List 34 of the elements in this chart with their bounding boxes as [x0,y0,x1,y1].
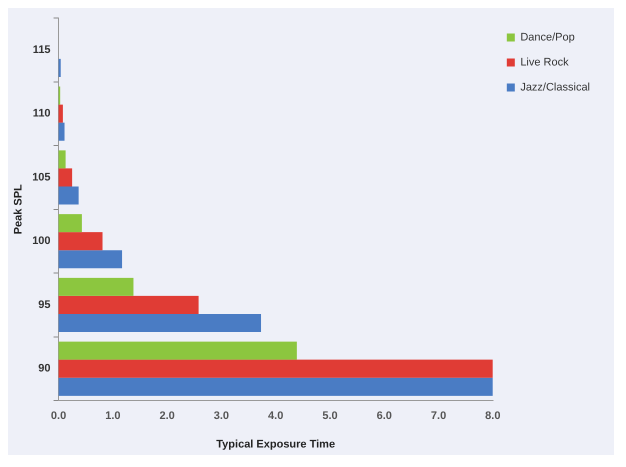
bar [58,296,199,314]
x-axis-title: Typical Exposure Time [216,438,336,450]
y-tick-label: 90 [38,362,51,375]
bar [58,168,72,186]
bar [58,214,82,232]
y-tick-label: 105 [32,171,51,184]
bar [58,360,493,378]
x-tick-label: 4.0 [268,410,284,422]
y-axis-title: Peak SPL [12,184,25,234]
y-tick-label: 95 [38,298,51,311]
x-tick-label: 2.0 [159,410,175,422]
x-tick-label: 0.0 [50,410,66,422]
x-tick-label: 7.0 [430,410,446,422]
bar [58,186,79,205]
x-tick-label: 3.0 [214,410,230,422]
bar [58,378,493,396]
y-tick-label: 110 [32,108,51,120]
y-tick-label: 100 [32,235,51,248]
y-tick-label: 115 [32,44,51,56]
x-tick-label: 8.0 [485,410,500,422]
legend-label: Dance/Pop [520,32,575,44]
bar [58,342,297,360]
x-tick-label: 1.0 [105,410,120,422]
bar [58,232,103,250]
bar [58,150,66,168]
x-tick-label: 6.0 [376,410,392,422]
bar [58,250,122,268]
bar [58,104,63,123]
bar [58,122,65,141]
bar [58,278,134,296]
legend-label: Live Rock [520,56,570,69]
x-tick-label: 5.0 [322,410,338,422]
legend-label: Jazz/Classical [520,82,590,94]
bar [58,314,262,332]
